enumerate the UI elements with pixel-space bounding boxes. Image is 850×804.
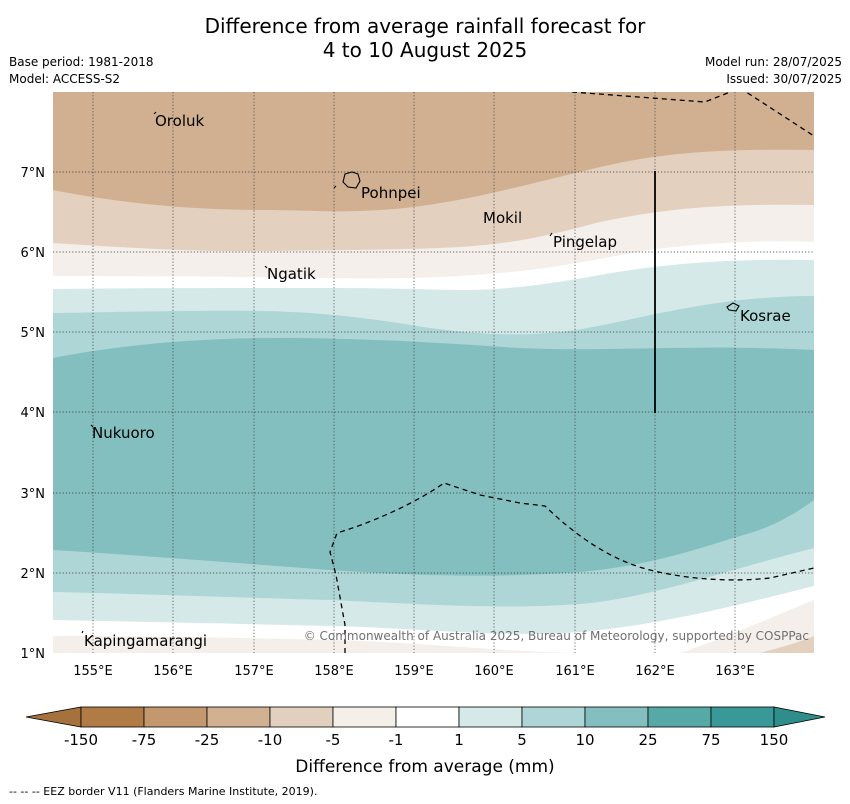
meta-right: Model run: 28/07/2025 Issued: 30/07/2025 (705, 54, 842, 88)
pohnpei-island-icon (342, 171, 361, 189)
label-pingelap: Pingelap (553, 233, 617, 251)
band-dry-10-south (760, 636, 814, 653)
lon-tick-158: 158°E (314, 664, 354, 679)
pingelap-mark (549, 232, 553, 237)
colorbar-swatch (143, 706, 208, 728)
lat-tick-2: 2°N (21, 567, 46, 582)
colorbar-swatch (269, 706, 334, 728)
colorbar-tick-label: -25 (195, 731, 220, 749)
colorbar-tick-label: -75 (132, 731, 157, 749)
colorbar: -150 -75 -25 -10 -5 -1 1 5 10 25 75 150 Difference … (25, 706, 826, 777)
issued-date: Issued: 30/07/2025 (726, 72, 842, 86)
lon-tick-162: 162°E (635, 664, 675, 679)
pohnpei-mark (333, 185, 337, 189)
lat-tick-7: 7°N (21, 166, 46, 181)
lon-axis: 155°E 156°E 157°E 158°E 159°E 160°E 161°… (73, 664, 755, 679)
lon-tick-160: 160°E (474, 664, 514, 679)
colorbar-tick-label: 25 (638, 731, 657, 749)
title-line-1: Difference from average rainfall forecas… (204, 14, 646, 38)
label-kapingamarangi: Kapingamarangi (84, 632, 207, 650)
title-line-2: 4 to 10 August 2025 (322, 38, 528, 62)
model-name: Model: ACCESS-S2 (9, 72, 121, 86)
label-oroluk: Oroluk (155, 112, 204, 130)
lon-tick-161: 161°E (555, 664, 595, 679)
colorbar-tick-label: 10 (575, 731, 594, 749)
colorbar-swatches (25, 706, 826, 728)
colorbar-tick-label: 75 (701, 731, 720, 749)
label-mokil: Mokil (483, 209, 522, 227)
colorbar-swatch (206, 706, 271, 728)
oroluk-mark (153, 111, 157, 115)
label-pohnpei: Pohnpei (361, 184, 421, 202)
colorbar-swatch (584, 706, 649, 728)
colorbar-tick-label: -10 (258, 731, 283, 749)
lon-tick-163: 163°E (715, 664, 755, 679)
band-neutral-south (53, 586, 814, 653)
colorbar-swatch (332, 706, 397, 728)
colorbar-tick-label: -5 (326, 731, 341, 749)
colorbar-labels: -150 -75 -25 -10 -5 -1 1 5 10 25 75 150 (64, 731, 788, 749)
colorbar-tick-label: 5 (517, 731, 527, 749)
lon-tick-157: 157°E (234, 664, 274, 679)
label-nukuoro: Nukuoro (92, 424, 155, 442)
band-dry-5-south (53, 600, 814, 653)
kapingamarangi-mark (81, 630, 84, 634)
lat-tick-4: 4°N (21, 406, 46, 421)
label-kosrae: Kosrae (740, 307, 791, 325)
lat-tick-6: 6°N (21, 246, 46, 261)
lon-tick-155: 155°E (73, 664, 113, 679)
colorbar-swatch (80, 706, 145, 728)
nukuoro-mark (90, 424, 94, 428)
lon-tick-156: 156°E (153, 664, 193, 679)
lat-tick-5: 5°N (21, 326, 46, 341)
meta-left: Base period: 1981-2018 Model: ACCESS-S2 (9, 54, 154, 88)
kosrae-island-icon (726, 302, 740, 312)
colorbar-tick-label: 150 (760, 731, 789, 749)
colorbar-swatch (710, 706, 775, 728)
ngatik-mark (264, 265, 268, 269)
lat-tick-3: 3°N (21, 487, 46, 502)
colorbar-title: Difference from average (mm) (295, 757, 554, 777)
map-area: Oroluk Pohnpei Mokil Pingelap Ngatik Kos… (53, 92, 814, 653)
colorbar-swatch (458, 706, 523, 728)
place-labels: Oroluk Pohnpei Mokil Pingelap Ngatik Kos… (84, 112, 791, 650)
colorbar-tick-label: -150 (64, 731, 98, 749)
colorbar-swatch (521, 706, 586, 728)
colorbar-extend-high (773, 706, 826, 728)
colorbar-tick-label: 1 (454, 731, 464, 749)
lat-tick-1: 1°N (21, 647, 46, 662)
colorbar-swatch (395, 706, 460, 728)
label-ngatik: Ngatik (267, 265, 316, 283)
colorbar-swatch (647, 706, 712, 728)
colorbar-tick-label: -1 (389, 731, 404, 749)
base-period: Base period: 1981-2018 (9, 55, 154, 69)
eez-border (329, 92, 814, 653)
copyright-text: © Commonwealth of Australia 2025, Bureau… (304, 629, 809, 643)
model-run: Model run: 28/07/2025 (704, 55, 842, 69)
lon-tick-159: 159°E (394, 664, 434, 679)
islands (81, 111, 740, 634)
eez-legend-note: -- -- -- EEZ border V11 (Flanders Marine… (9, 785, 318, 798)
lat-axis: 1°N 2°N 3°N 4°N 5°N 6°N 7°N (21, 166, 46, 662)
colorbar-extend-low (25, 706, 82, 728)
